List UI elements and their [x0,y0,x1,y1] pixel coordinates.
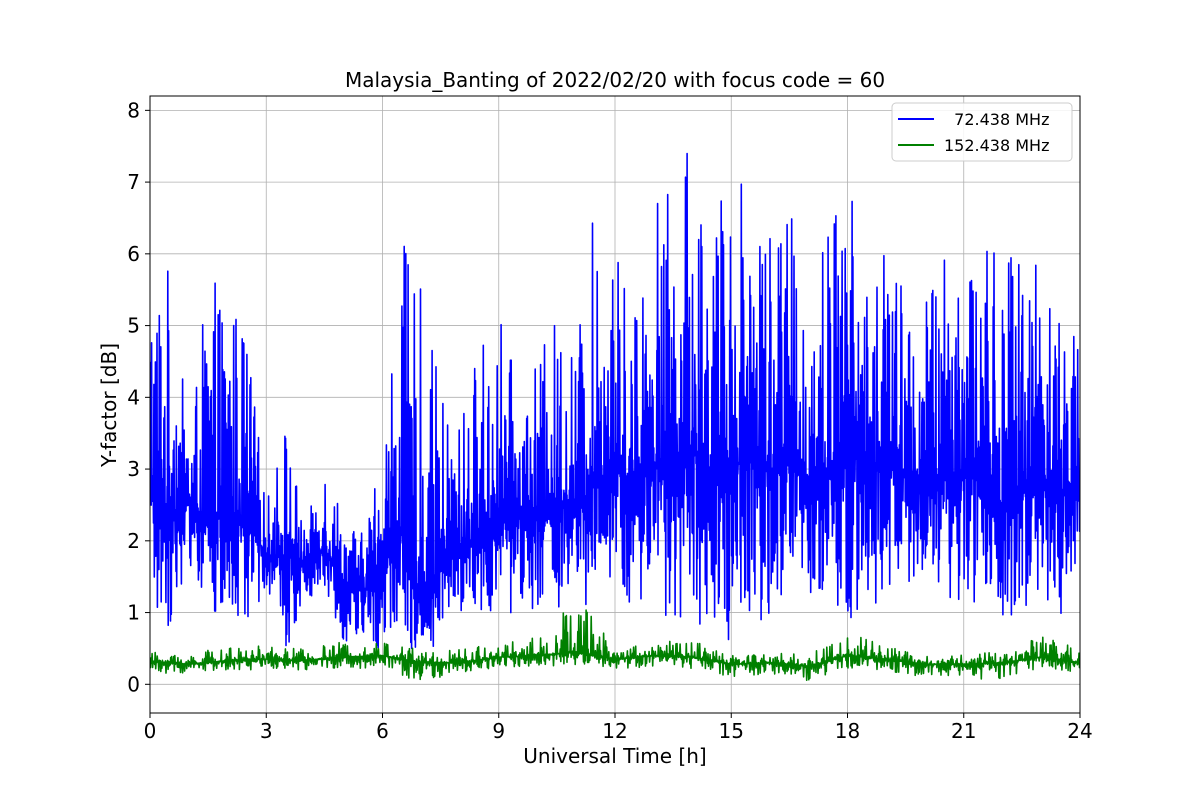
y-tick-label: 0 [127,672,140,696]
x-tick-label: 24 [1067,719,1092,743]
y-tick-label: 6 [127,242,140,266]
y-axis-label: Y-factor [dB] [97,343,121,468]
series-layer [150,152,1080,681]
chart-title: Malaysia_Banting of 2022/02/20 with focu… [345,68,885,92]
y-tick-label: 5 [127,314,140,338]
x-tick-label: 12 [602,719,627,743]
x-tick-label: 6 [376,719,389,743]
x-tick-label: 3 [260,719,273,743]
series-line-72mhz [150,152,1080,650]
y-tick-label: 3 [127,457,140,481]
y-tick-label: 4 [127,385,140,409]
y-tick-label: 2 [127,529,140,553]
x-tick-label: 0 [144,719,157,743]
x-tick-label: 15 [719,719,744,743]
legend-label: 72.438 MHz [944,110,1049,129]
x-axis-label: Universal Time [h] [523,744,706,768]
y-tick-label: 7 [127,170,140,194]
legend-box [891,102,1073,162]
legend-label: 152.438 MHz [944,136,1049,155]
x-tick-label: 18 [835,719,860,743]
legend: 72.438 MHz 152.438 MHz [891,102,1073,162]
y-tick-label: 1 [127,601,140,625]
x-tick-label: 9 [492,719,505,743]
x-tick-label: 21 [951,719,976,743]
y-tick-label: 8 [127,98,140,122]
series-line-152mhz [150,609,1080,681]
